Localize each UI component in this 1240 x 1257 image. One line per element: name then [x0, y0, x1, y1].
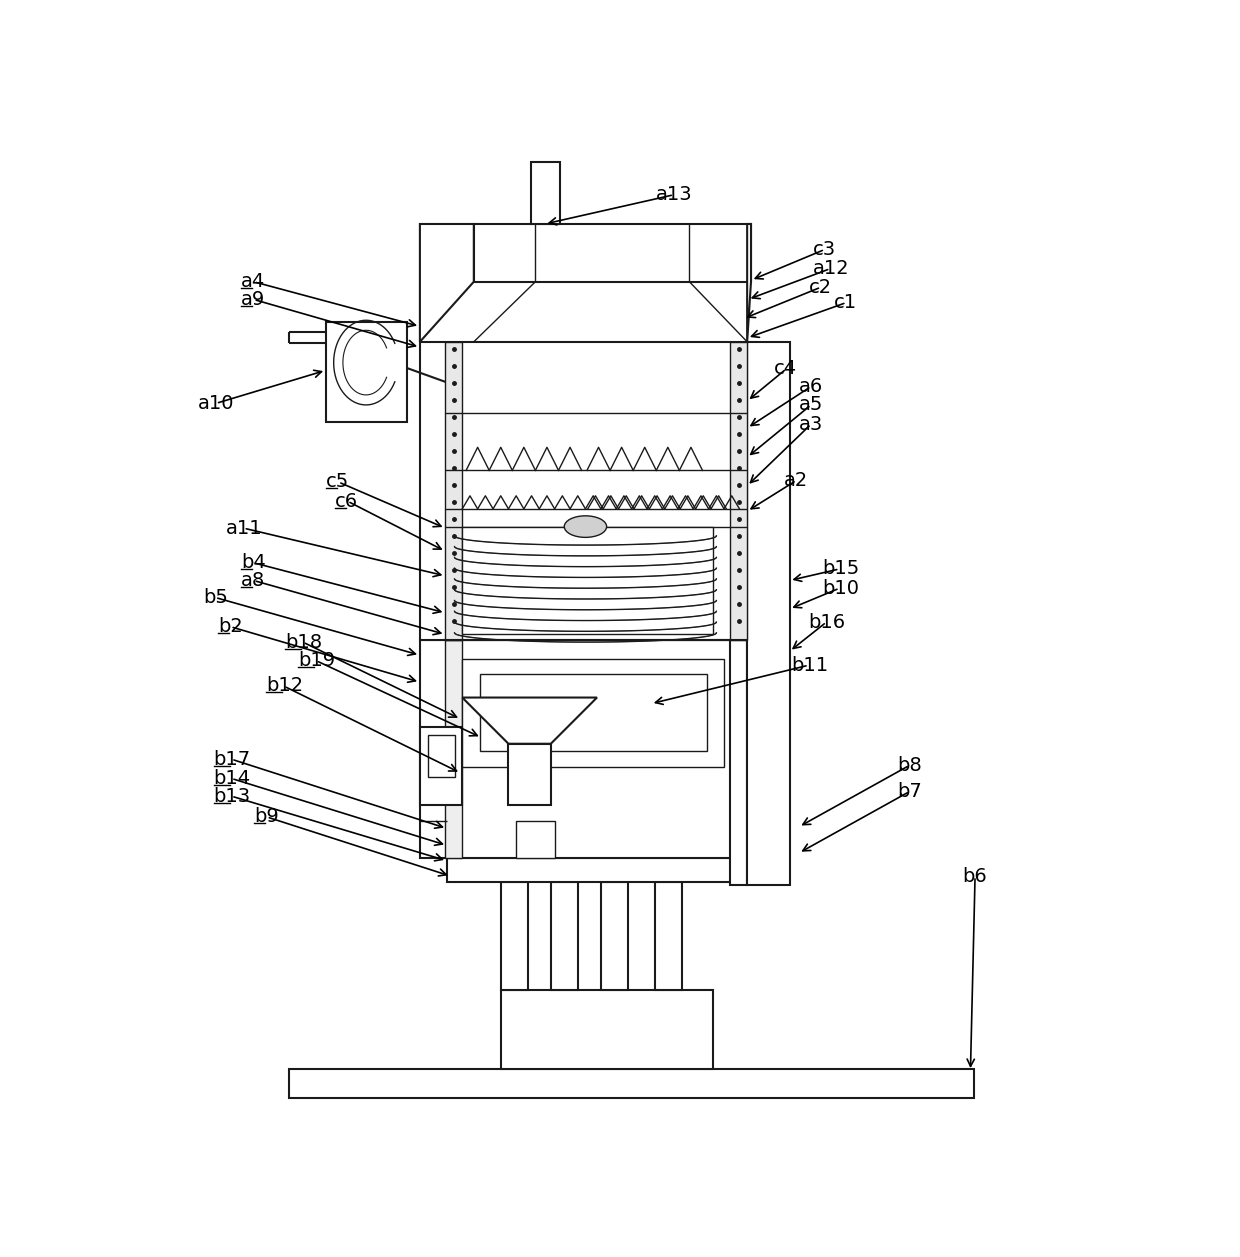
Bar: [463, 659, 724, 767]
Bar: [420, 342, 748, 640]
Bar: [508, 744, 551, 806]
Text: a5: a5: [799, 396, 823, 415]
Bar: [531, 162, 560, 224]
Text: b15: b15: [822, 559, 859, 578]
Text: b14: b14: [213, 769, 250, 788]
Text: a12: a12: [812, 259, 849, 278]
Bar: [655, 882, 682, 991]
Bar: [551, 882, 578, 991]
Text: a9: a9: [242, 290, 265, 309]
Text: b17: b17: [213, 749, 250, 768]
Text: a8: a8: [242, 571, 265, 590]
Text: b19: b19: [299, 651, 335, 670]
Polygon shape: [463, 698, 596, 744]
Text: b7: b7: [898, 782, 923, 801]
Text: b13: b13: [213, 787, 250, 806]
Text: c6: c6: [335, 491, 358, 510]
Bar: [463, 527, 713, 635]
Bar: [446, 857, 781, 882]
Text: b2: b2: [218, 617, 243, 636]
Bar: [730, 640, 748, 885]
Bar: [445, 342, 463, 640]
Text: b8: b8: [898, 755, 923, 774]
Bar: [326, 322, 407, 422]
Bar: [730, 640, 748, 857]
Text: b12: b12: [265, 676, 303, 695]
Bar: [420, 640, 755, 857]
Polygon shape: [420, 224, 474, 342]
Text: a6: a6: [799, 377, 823, 396]
Bar: [501, 882, 528, 991]
Bar: [601, 882, 627, 991]
Text: a13: a13: [656, 185, 693, 204]
Bar: [428, 734, 455, 777]
Text: c2: c2: [808, 278, 832, 297]
Bar: [501, 991, 713, 1068]
Bar: [480, 675, 707, 752]
Text: a4: a4: [242, 273, 265, 292]
Bar: [420, 727, 463, 806]
Text: b10: b10: [822, 578, 859, 597]
Bar: [516, 821, 554, 857]
Text: b5: b5: [203, 588, 228, 607]
Text: b9: b9: [254, 807, 279, 826]
Text: a10: a10: [198, 393, 234, 412]
Text: c1: c1: [835, 293, 857, 312]
Bar: [445, 640, 463, 857]
Bar: [748, 342, 790, 885]
Bar: [474, 224, 751, 282]
Bar: [289, 1068, 975, 1097]
Ellipse shape: [564, 515, 606, 538]
Text: b16: b16: [808, 612, 846, 631]
Text: b18: b18: [285, 632, 322, 651]
Text: b11: b11: [791, 656, 828, 675]
Text: a11: a11: [226, 519, 263, 538]
Text: c5: c5: [326, 473, 350, 491]
Text: a3: a3: [799, 415, 823, 434]
Text: b6: b6: [962, 866, 987, 886]
Text: c3: c3: [812, 240, 836, 259]
Text: c4: c4: [774, 360, 797, 378]
Polygon shape: [748, 224, 751, 342]
Text: a2: a2: [784, 471, 808, 490]
Bar: [730, 342, 748, 640]
Text: b4: b4: [242, 553, 267, 572]
